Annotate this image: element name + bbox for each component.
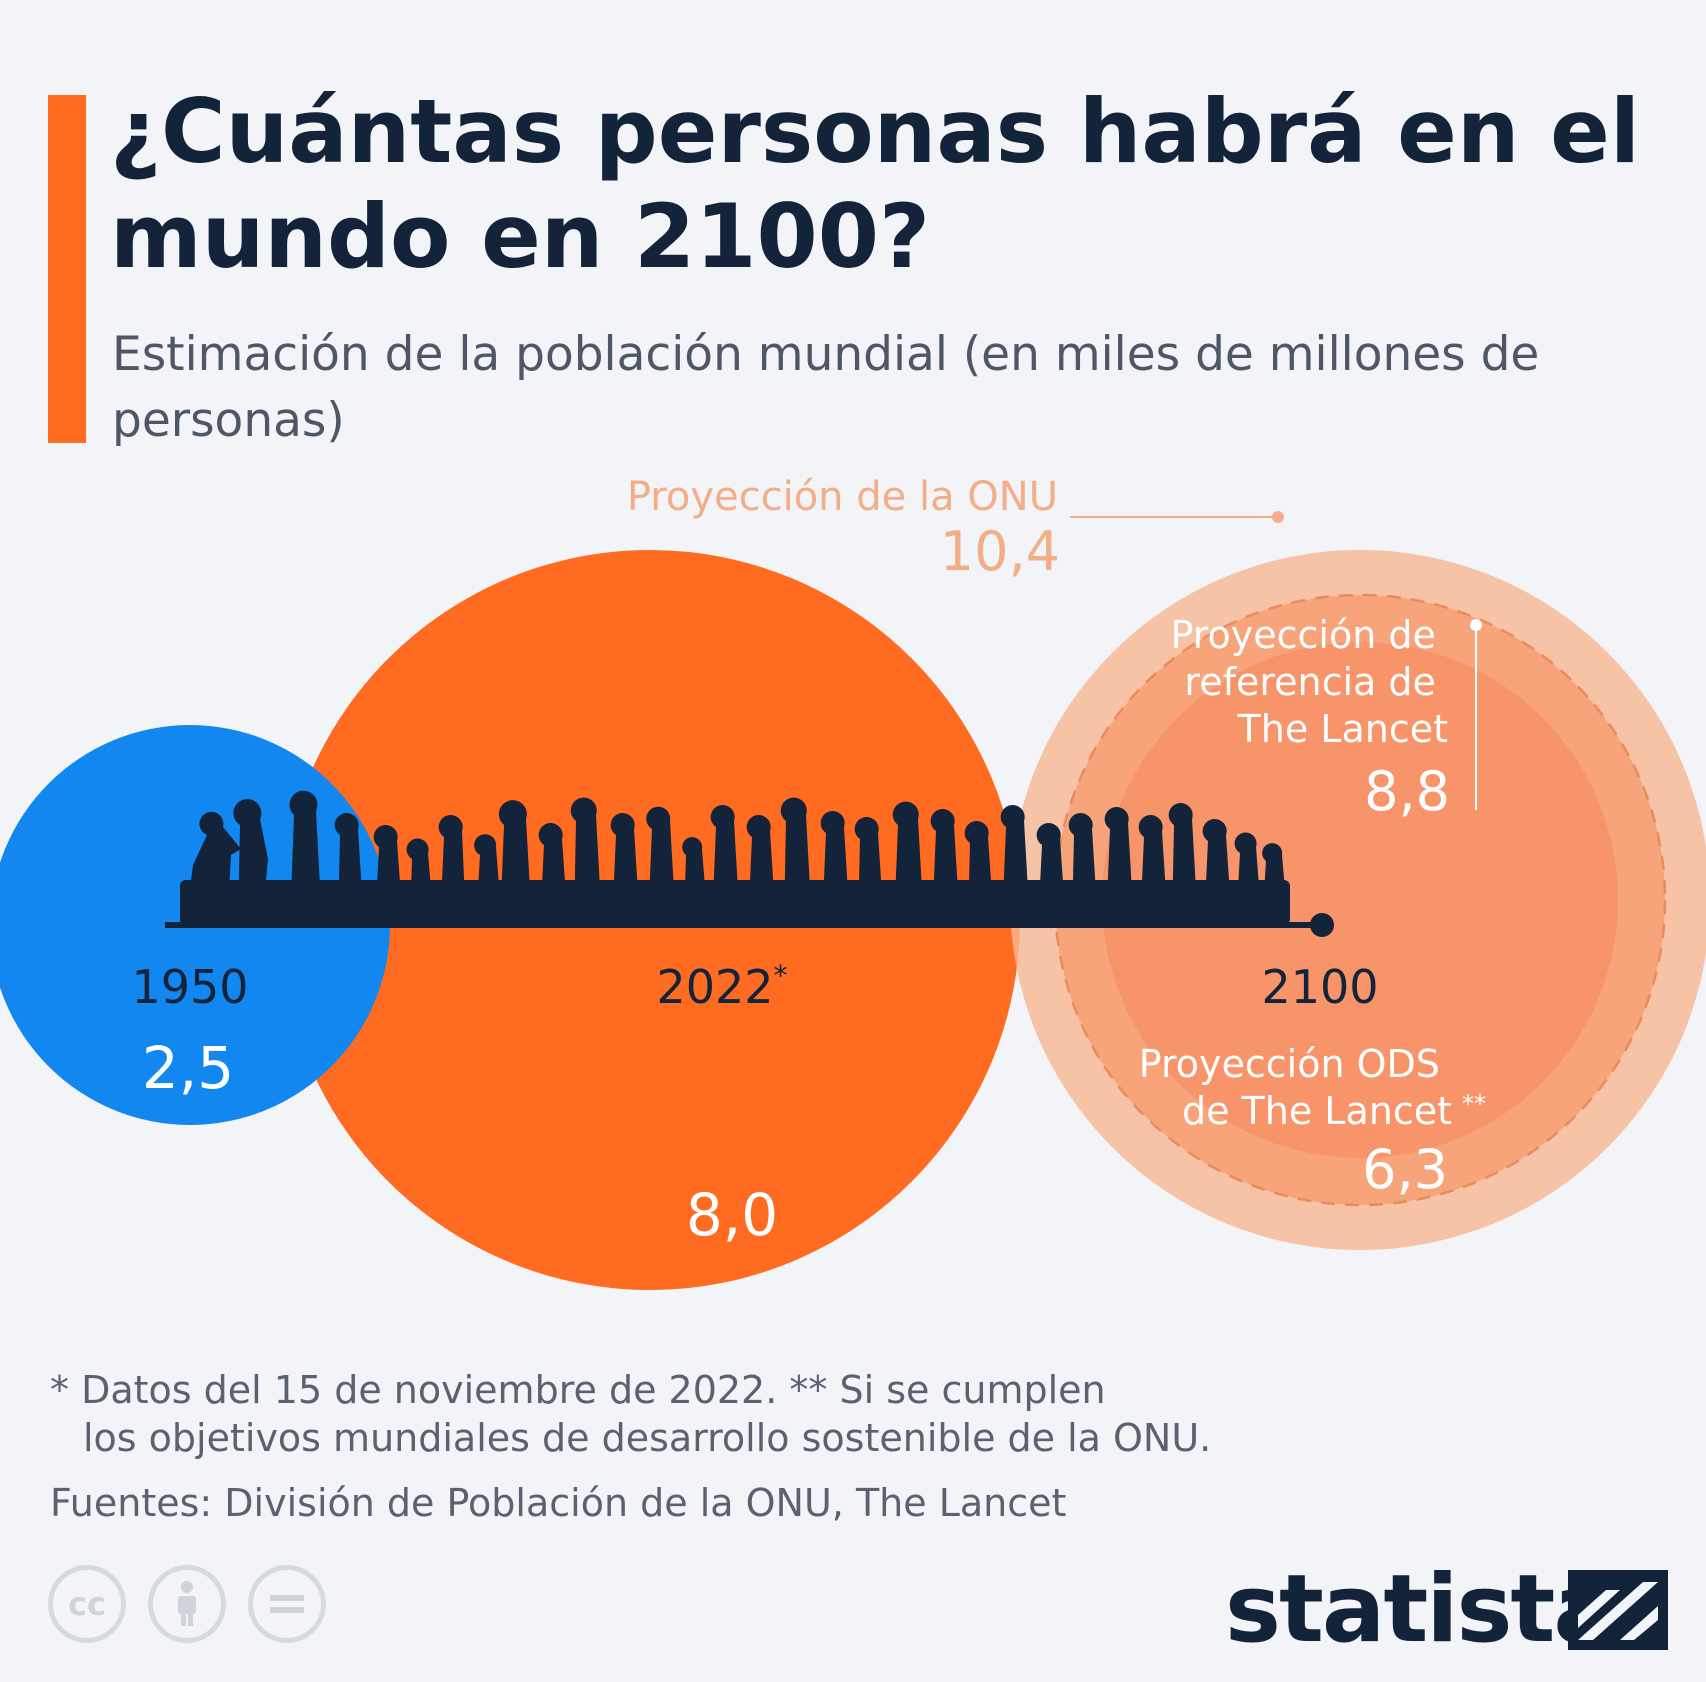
page-title: ¿Cuántas personas habrá en el mundo en 2… (110, 80, 1640, 288)
accent-bar (48, 95, 86, 443)
no-derivatives-icon[interactable] (248, 1565, 326, 1643)
year-label-2022: 2022* (656, 959, 787, 1014)
crowd-silhouette (180, 790, 1290, 925)
onu-leader-dot (1272, 511, 1284, 523)
bubble-2100-lancet-ref-outline (1053, 593, 1667, 1207)
footnote-line-2: los objetivos mundiales de desarrollo so… (83, 1416, 1212, 1460)
timeline-end-dot (1310, 913, 1334, 937)
lancet-ref-name: Proyección de referencia de The Lancet (1171, 613, 1449, 751)
onu-projection-value: 10,4 (940, 520, 1060, 583)
year-label-1950: 1950 (131, 960, 248, 1014)
statista-logo[interactable]: statista (1225, 1555, 1617, 1664)
value-label-2022: 8,0 (686, 1181, 778, 1249)
lancet-ods-mark: ** (1462, 1090, 1486, 1118)
bubble-2100-lancet-ods (1102, 642, 1618, 1158)
attribution-icon[interactable] (148, 1565, 226, 1643)
cc-icon[interactable]: cc (48, 1565, 126, 1643)
lancet-ref-value: 8,8 (1364, 760, 1450, 823)
year-label-2100: 2100 (1261, 960, 1378, 1014)
statista-logo-mark-icon (1568, 1570, 1668, 1650)
value-label-1950: 2,5 (142, 1034, 234, 1102)
lancet-ods-name: Proyección ODS de The Lancet (1139, 1042, 1452, 1133)
sources-note: Fuentes: División de Población de la ONU… (50, 1481, 1067, 1525)
lancet-ods-value: 6,3 (1362, 1138, 1448, 1201)
page-subtitle: Estimación de la población mundial (en m… (112, 327, 1540, 448)
population-bubble-chart: 1950 2022* 2100 2,5 8,0 Proyección de la… (0, 474, 1706, 1290)
footnote-line-1: * Datos del 15 de noviembre de 2022. ** … (50, 1368, 1106, 1412)
lancet-ref-leader-dot (1470, 619, 1482, 631)
onu-projection-name: Proyección de la ONU (627, 474, 1058, 520)
